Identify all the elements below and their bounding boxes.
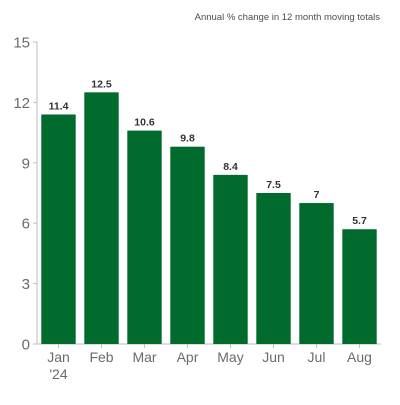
x-tick-label: Jun [262,349,285,365]
x-tick-label: May [217,349,243,365]
bar [170,146,205,344]
bar-value-label: 5.7 [352,215,367,227]
x-tick-label: Aug [347,349,372,365]
bar [84,92,119,344]
bar-value-label: 9.8 [180,133,195,145]
bar-value-label: 11.4 [49,100,69,112]
x-tick-label: Mar [132,349,156,365]
x-tick-label: Jan [47,349,70,365]
y-tick-label: 12 [13,95,30,112]
x-tick-label: Feb [89,349,113,365]
x-tick-label: Apr [177,349,199,365]
x-tick-label: Jul [308,349,326,365]
chart-subtitle: Annual % change in 12 month moving total… [194,12,380,23]
y-tick-label: 3 [22,276,30,293]
bar [342,229,377,344]
bar [299,203,334,344]
bar-value-label: 10.6 [134,117,155,129]
bar [256,193,291,344]
bar [127,130,162,344]
bar [41,114,76,344]
y-tick-label: 0 [22,337,30,354]
y-tick-label: 15 [13,35,30,52]
bar-value-label: 12.5 [91,78,112,90]
bar [213,174,248,344]
bar-value-label: 8.4 [223,161,238,173]
y-tick-label: 9 [22,155,30,172]
bar-value-label: 7 [314,189,320,201]
x-tick-sublabel: '24 [49,366,67,382]
y-tick-label: 6 [22,216,30,233]
bar-value-label: 7.5 [266,179,281,191]
